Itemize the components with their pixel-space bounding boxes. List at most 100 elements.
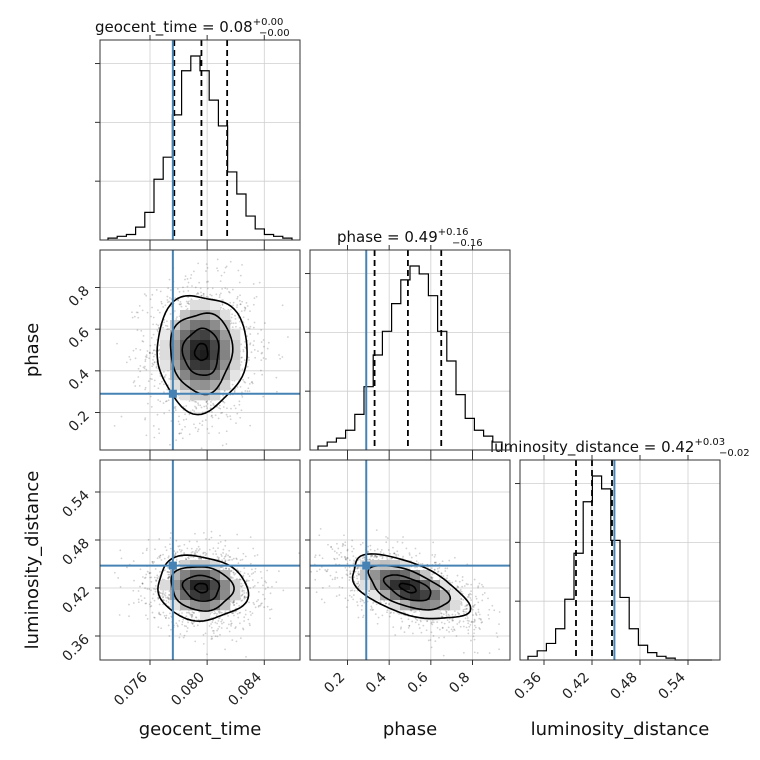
scatter-point (211, 416, 214, 419)
scatter-point (179, 303, 182, 306)
scatter-point (224, 266, 227, 269)
scatter-point (318, 568, 321, 571)
scatter-point (381, 557, 384, 560)
scatter-point (164, 374, 167, 376)
scatter-point (348, 566, 351, 569)
scatter-point (380, 548, 383, 551)
scatter-point (227, 559, 230, 562)
scatter-point (168, 576, 170, 578)
scatter-point (393, 552, 396, 555)
scatter-point (246, 305, 249, 307)
scatter-point (374, 554, 377, 557)
scatter-point (349, 589, 352, 592)
scatter-point (214, 635, 217, 638)
scatter-point (167, 617, 170, 620)
scatter-point (397, 554, 400, 556)
scatter-point (168, 598, 171, 601)
scatter-point (413, 611, 416, 614)
scatter-point (152, 562, 154, 565)
title-geocent-time: geocent_time = 0.08+0.00 (95, 17, 283, 37)
scatter-point (218, 617, 220, 620)
scatter-point (358, 573, 360, 576)
scatter-point (144, 365, 146, 368)
scatter-point (252, 344, 255, 347)
scatter-point (466, 614, 469, 617)
density-cell (230, 350, 241, 361)
scatter-point (367, 592, 370, 595)
scatter-point (149, 344, 152, 347)
scatter-point (133, 380, 136, 382)
scatter-point (195, 406, 198, 409)
scatter-point (145, 434, 148, 437)
scatter-point (282, 589, 285, 592)
scatter-point (440, 615, 443, 618)
scatter-point (440, 572, 443, 574)
tick-label-y: 0.42 (59, 584, 92, 617)
scatter-point (239, 611, 242, 614)
density-cell (180, 590, 191, 601)
scatter-point (155, 366, 158, 369)
scatter-point (229, 556, 232, 558)
scatter-point (383, 600, 386, 602)
scatter-point (234, 407, 237, 410)
scatter-point (178, 432, 181, 435)
density-cell (190, 590, 201, 601)
scatter-point (358, 584, 361, 586)
scatter-point (457, 586, 460, 588)
scatter-point (396, 540, 399, 543)
title-geocent-time-minus: −0.00 (259, 28, 290, 39)
scatter-point (446, 619, 449, 622)
scatter-point (163, 375, 166, 378)
scatter-point (367, 551, 370, 553)
scatter-point (290, 567, 292, 569)
scatter-point (196, 430, 199, 433)
scatter-point (331, 578, 334, 581)
scatter-point (202, 551, 205, 554)
scatter-point (113, 571, 116, 574)
scatter-point (152, 593, 155, 595)
scatter-point (258, 281, 261, 284)
scatter-point (212, 402, 215, 405)
scatter-point (150, 604, 153, 607)
scatter-point (233, 391, 236, 393)
scatter-point (166, 299, 169, 301)
scatter-point (183, 634, 186, 637)
scatter-point (188, 557, 190, 560)
scatter-point (257, 332, 259, 335)
scatter-point (185, 405, 188, 407)
scatter-point (134, 357, 137, 360)
scatter-point (346, 549, 349, 552)
scatter-point (225, 452, 227, 454)
scatter-point (353, 561, 356, 563)
scatter-point (152, 333, 155, 336)
scatter-point (429, 639, 432, 641)
scatter-point (237, 562, 240, 565)
scatter-point (376, 555, 378, 558)
scatter-point (345, 573, 348, 576)
scatter-point (175, 622, 178, 625)
scatter-point (334, 578, 336, 580)
histogram-step-luminosity_distance (527, 475, 712, 661)
scatter-point (252, 586, 255, 588)
scatter-point (430, 576, 432, 579)
scatter-point (209, 407, 212, 410)
density-cell (200, 380, 211, 391)
scatter-point (190, 621, 193, 624)
scatter-point (187, 296, 190, 299)
scatter-point (269, 592, 272, 595)
tick-label-x: 0.54 (655, 669, 688, 702)
scatter-point (175, 539, 178, 542)
scatter-point (457, 612, 460, 615)
scatter-point (156, 577, 159, 580)
scatter-point (154, 568, 157, 570)
scatter-point (151, 597, 154, 600)
scatter-point (253, 297, 256, 300)
scatter-point (244, 555, 247, 558)
density-cell (220, 380, 231, 391)
scatter-point (219, 280, 222, 282)
scatter-point (178, 290, 181, 293)
scatter-point (190, 547, 193, 550)
scatter-point (211, 637, 214, 640)
scatter-point (202, 643, 205, 645)
scatter-point (371, 554, 373, 557)
